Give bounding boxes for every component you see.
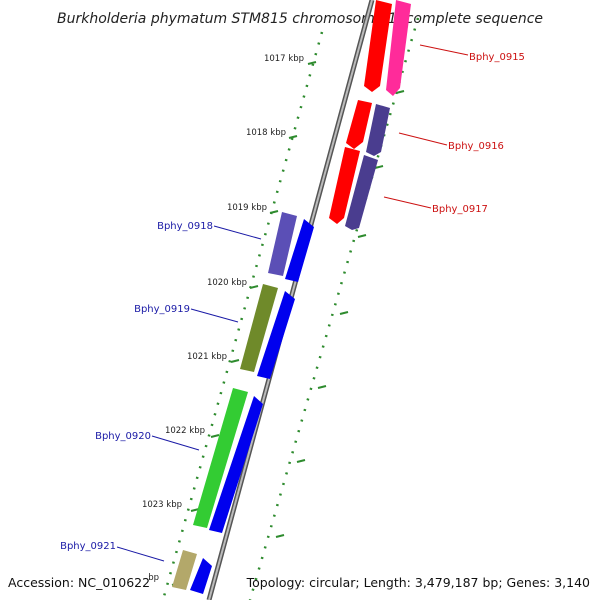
gene-arrow-purple[interactable] [268,212,297,276]
gene-label-bphy-0921[interactable]: Bphy_0921 [60,541,116,552]
gene-arrow-blue[interactable] [190,558,212,594]
tick-label-1022: 1022 kbp [165,426,205,436]
tick-label-bp: bp [148,573,159,583]
gene-arrow-blue[interactable] [285,219,314,282]
gene-arrow-red[interactable] [329,147,360,224]
tick-label-1017: 1017 kbp [264,54,304,64]
gene-arrow-pink[interactable] [386,0,411,96]
gene-arrow-purple[interactable] [366,104,390,156]
tick-mark [374,165,384,169]
tick-mark [275,534,285,538]
sequence-title: Burkholderia phymatum STM815 chromosome … [57,11,543,27]
gene-label-bphy-0916[interactable]: Bphy_0916 [448,141,504,152]
gene-bphy-0919[interactable] [240,284,295,379]
tick-mark [307,61,317,65]
tick-mark [269,210,279,214]
gene-leader-lines [116,44,469,562]
gene-bphy-0918[interactable] [268,212,314,282]
gene-label-bphy-0919[interactable]: Bphy_0919 [134,304,190,315]
gene-arrow-blue[interactable] [209,396,263,533]
gene-bphy-0917[interactable] [329,147,378,230]
topology-text: Topology: circular; Length: 3,479,187 bp… [246,575,590,590]
ruler-tick-labels: 1017 kbp 1018 kbp 1019 kbp 1020 kbp 1021… [142,54,304,583]
ruler-line-left [161,31,324,600]
gene-label-bphy-0920[interactable]: Bphy_0920 [95,431,151,442]
tick-label-1020: 1020 kbp [207,278,247,288]
gene-arrow-green[interactable] [193,388,248,528]
gene-arrow-olive[interactable] [240,284,278,372]
tick-mark [288,135,298,139]
tick-mark [339,311,349,315]
tick-mark [249,285,259,289]
gene-label-bphy-0918[interactable]: Bphy_0918 [157,221,213,232]
ruler [161,17,420,600]
tick-label-1023: 1023 kbp [142,500,182,510]
gene-arrow-purple[interactable] [345,155,378,230]
tick-label-1019: 1019 kbp [227,203,267,213]
ruler-line-right [248,17,420,600]
tick-mark [357,234,367,238]
tick-mark [296,459,306,463]
gene-bphy-0920[interactable] [193,388,263,533]
gene-bphy-0921[interactable] [172,550,212,594]
gene-labels[interactable]: Bphy_0915 Bphy_0916 Bphy_0917 Bphy_0918 … [60,52,525,552]
gene-arrow-red[interactable] [346,100,372,149]
tick-label-1018: 1018 kbp [246,128,286,138]
tick-mark [210,434,220,438]
ruler-major-ticks [171,61,405,586]
gene-bphy-0916[interactable] [346,100,390,156]
gene-arrow-khaki[interactable] [172,550,197,590]
tick-mark [230,359,240,363]
gene-arrow-blue[interactable] [257,291,295,379]
accession-text: Accession: NC_010622 [8,575,150,590]
gene-arrow-red[interactable] [364,0,392,92]
gene-bphy-0915[interactable] [364,0,411,96]
gene-label-bphy-0917[interactable]: Bphy_0917 [432,204,488,215]
tick-mark [317,385,327,389]
tick-label-1021: 1021 kbp [187,352,227,362]
gene-label-bphy-0915[interactable]: Bphy_0915 [469,52,525,63]
tick-mark [395,90,405,94]
